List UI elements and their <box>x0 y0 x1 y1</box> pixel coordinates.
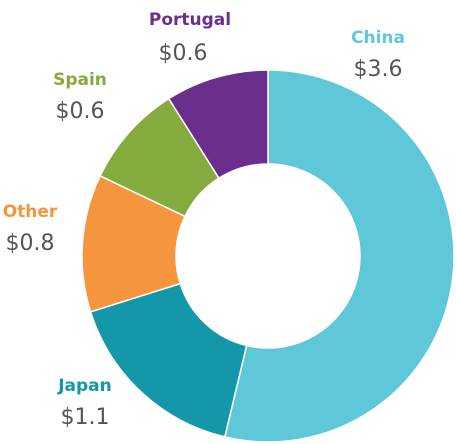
slice-value: $0.8 <box>6 231 55 256</box>
slice-name: Japan <box>57 376 112 396</box>
slice-value: $0.6 <box>56 99 105 124</box>
slice-name: Portugal <box>149 10 231 30</box>
slice-value: $0.6 <box>159 41 208 66</box>
slice-name: Spain <box>53 70 107 90</box>
donut-slice <box>89 282 248 438</box>
slice-value: $3.6 <box>354 57 403 82</box>
donut-slice <box>167 69 269 180</box>
donut-slice <box>223 69 455 443</box>
slice-name: Other <box>3 202 58 222</box>
slice-value: $1.1 <box>61 405 110 430</box>
slice-name: China <box>351 28 405 48</box>
